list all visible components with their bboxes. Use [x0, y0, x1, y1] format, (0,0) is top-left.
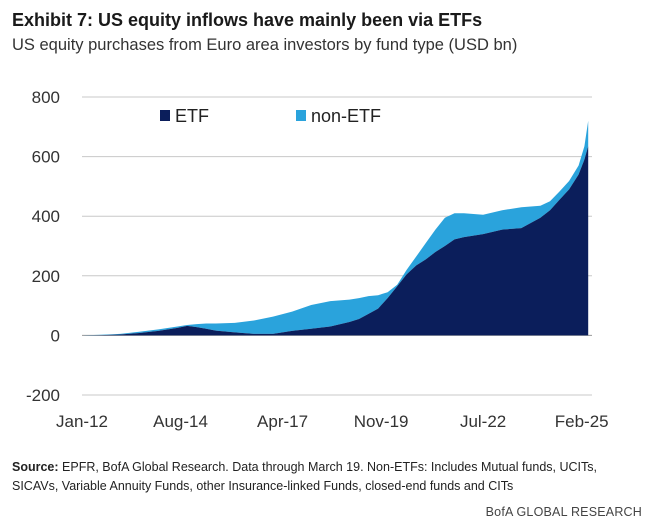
y-tick-label: 0: [51, 326, 60, 345]
y-tick-label: 200: [32, 267, 60, 286]
x-tick-label: Aug-14: [153, 412, 208, 431]
y-tick-label: 400: [32, 207, 60, 226]
x-tick-label: Apr-17: [257, 412, 308, 431]
y-tick-label: 800: [32, 88, 60, 107]
source-label: Source:: [12, 460, 59, 474]
y-tick-label: -200: [26, 386, 60, 405]
source-note: Source: EPFR, BofA Global Research. Data…: [12, 458, 642, 496]
chart-title: Exhibit 7: US equity inflows have mainly…: [12, 10, 483, 30]
legend-label-non-etf: non-ETF: [311, 106, 381, 126]
source-text: EPFR, BofA Global Research. Data through…: [12, 460, 597, 493]
legend-swatch-non-etf: [296, 110, 306, 121]
x-tick-label: Jul-22: [460, 412, 506, 431]
series-etf-area: [82, 146, 589, 336]
series-non-etf-area: [82, 120, 589, 336]
x-tick-label: Jan-12: [56, 412, 108, 431]
legend-swatch-etf: [160, 110, 170, 121]
x-tick-label: Feb-25: [555, 412, 609, 431]
chart-area: -200 0 200 400 600 800 Jan-12 Aug-14 Apr-17 Nov-1…: [26, 88, 609, 431]
legend-label-etf: ETF: [175, 106, 209, 126]
chart-subtitle: US equity purchases from Euro area inves…: [12, 36, 518, 54]
brand-footer: BofA GLOBAL RESEARCH: [485, 505, 642, 519]
y-tick-label: 600: [32, 148, 60, 167]
x-tick-label: Nov-19: [354, 412, 409, 431]
